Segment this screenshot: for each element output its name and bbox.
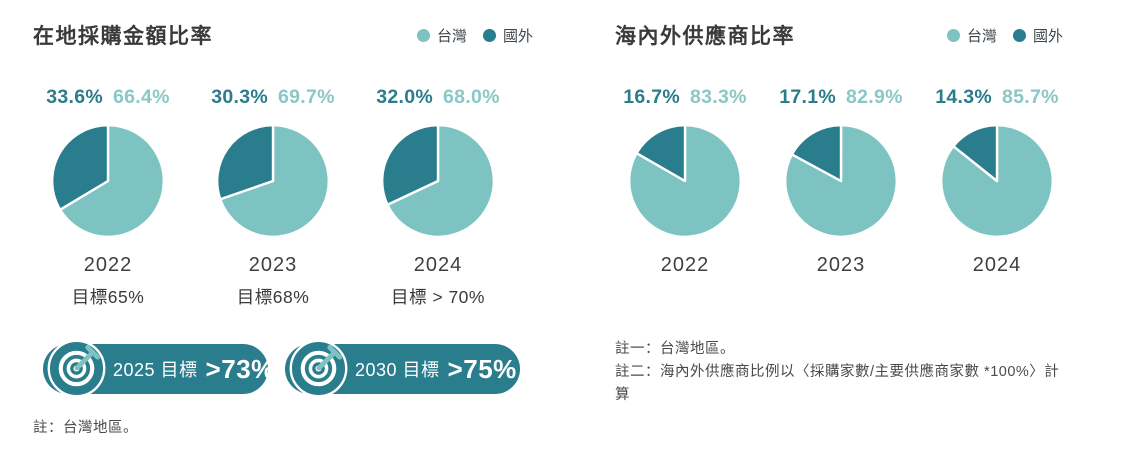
goal-pill-2030-prefix: 2030 目標 [355, 360, 440, 380]
goal-pill-2025-value: >73% [205, 353, 275, 384]
target-dart-icon [47, 339, 106, 398]
taiwan-percentage: 69.7% [278, 86, 335, 108]
taiwan-percentage: 82.9% [846, 86, 903, 108]
taiwan-percentage: 85.7% [1002, 86, 1059, 108]
percentage-row: 32.0% 68.0% [376, 86, 500, 110]
footnote-2: 註二：海內外供應商比例以〈採購家數/主要供應商家數 *100%〉計算 [615, 364, 1060, 403]
percentage-row: 16.7% 83.3% [623, 86, 747, 110]
pie-chart-column: 16.7% 83.3% 2022 [615, 86, 755, 280]
pie-chart-column: 30.3% 69.7% 2023 目標68% [198, 86, 348, 308]
page-title-left: 在地採購金額比率 [33, 25, 213, 48]
pie-chart-column: 32.0% 68.0% 2024 目標 > 70% [363, 86, 513, 308]
pie-chart [784, 124, 898, 238]
goal-pill-row: 2025 目標 >73% 2030 目標 >75% [43, 339, 533, 400]
pie-row-left: 33.6% 66.4% 2022 目標65% 30.3% 69.7% 2023 … [33, 86, 513, 308]
taiwan-dot-icon [416, 28, 430, 42]
legend-left: 台灣 國外 [416, 25, 533, 46]
year-label: 2023 [248, 254, 298, 276]
year-label: 2023 [816, 254, 866, 276]
pie-chart-column: 14.3% 85.7% 2024 [927, 86, 1067, 280]
footnote-1: 註一：台灣地區。 [615, 341, 735, 357]
percentage-row: 14.3% 85.7% [935, 86, 1059, 110]
legend-item-foreign: 國外 [482, 25, 533, 46]
target-label: 目標65% [71, 287, 145, 307]
legend-label-foreign: 國外 [502, 27, 533, 45]
year-label: 2024 [972, 254, 1022, 276]
target-label: 目標 > 70% [391, 287, 485, 307]
pie-chart-column: 33.6% 66.4% 2022 目標65% [33, 86, 183, 308]
goal-pill-2025-prefix: 2025 目標 [113, 360, 198, 380]
legend-right: 台灣 國外 [946, 25, 1063, 46]
foreign-percentage: 30.3% [211, 86, 268, 108]
panel-header: 海內外供應商比率 台灣 國外 [615, 20, 1063, 50]
panel-local-procurement: 在地採購金額比率 台灣 國外 33.6% 66.4% 2022 目標65% 30… [33, 20, 533, 438]
goal-pill-2030: 2030 目標 >75% [285, 339, 520, 398]
legend-label-taiwan: 台灣 [436, 27, 467, 45]
goal-pill-2030-value: >75% [447, 353, 517, 384]
footnote-left: 註：台灣地區。 [33, 420, 138, 436]
taiwan-dot-icon [946, 28, 960, 42]
foreign-percentage: 16.7% [623, 86, 680, 108]
pie-chart [628, 124, 742, 238]
percentage-row: 30.3% 69.7% [211, 86, 335, 110]
year-label: 2024 [413, 254, 463, 276]
pie-row-right: 16.7% 83.3% 2022 17.1% 82.9% 2023 14.3% … [615, 86, 1067, 280]
legend-item-taiwan: 台灣 [416, 25, 467, 46]
taiwan-percentage: 83.3% [690, 86, 747, 108]
target-dart-icon [289, 339, 348, 398]
pie-chart [940, 124, 1054, 238]
foreign-percentage: 17.1% [779, 86, 836, 108]
panel-header: 在地採購金額比率 台灣 國外 [33, 20, 533, 50]
page-title-right: 海內外供應商比率 [615, 25, 795, 48]
pie-chart [381, 124, 495, 238]
percentage-row: 33.6% 66.4% [46, 86, 170, 110]
pie-chart [51, 124, 165, 238]
year-label: 2022 [660, 254, 710, 276]
percentage-row: 17.1% 82.9% [779, 86, 903, 110]
legend-label-taiwan: 台灣 [966, 27, 997, 45]
goal-pill-2025: 2025 目標 >73% [43, 339, 274, 398]
legend-item-taiwan: 台灣 [946, 25, 997, 46]
pie-chart [216, 124, 330, 238]
legend-label-foreign: 國外 [1032, 27, 1063, 45]
foreign-dot-icon [482, 28, 496, 42]
pie-chart-column: 17.1% 82.9% 2023 [771, 86, 911, 280]
foreign-percentage: 32.0% [376, 86, 433, 108]
foreign-dot-icon [1012, 28, 1026, 42]
legend-item-foreign: 國外 [1012, 25, 1063, 46]
footnotes-right: 註一：台灣地區。 註二：海內外供應商比例以〈採購家數/主要供應商家數 *100%… [615, 338, 1063, 407]
taiwan-percentage: 68.0% [443, 86, 500, 108]
year-label: 2022 [83, 254, 133, 276]
foreign-percentage: 33.6% [46, 86, 103, 108]
taiwan-percentage: 66.4% [113, 86, 170, 108]
target-label: 目標68% [236, 287, 310, 307]
panel-supplier-ratio: 海內外供應商比率 台灣 國外 16.7% 83.3% 2022 17.1% [615, 20, 1063, 407]
foreign-percentage: 14.3% [935, 86, 992, 108]
